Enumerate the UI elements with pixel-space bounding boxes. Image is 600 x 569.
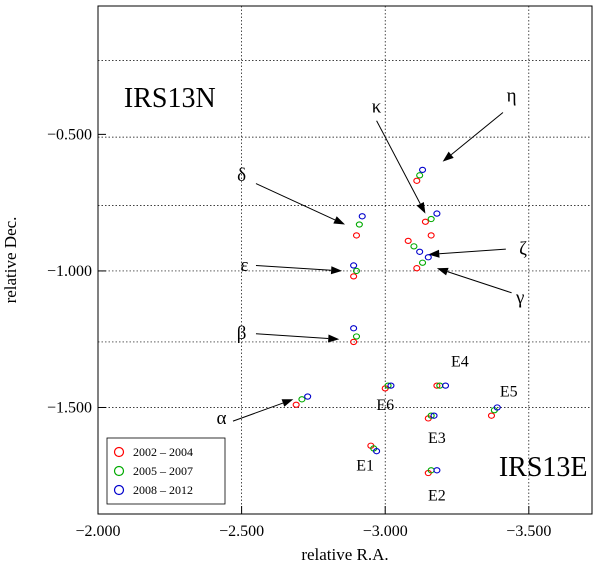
data-point [384, 382, 392, 389]
data-point [413, 177, 421, 184]
annotation-arrow-line [255, 183, 336, 221]
annotation-arrowhead [416, 201, 426, 214]
data-point [292, 401, 300, 408]
data-point [421, 218, 429, 225]
annotation-arrow-line [232, 402, 284, 422]
legend-marker [113, 465, 125, 477]
annotation-label: δ [237, 165, 246, 186]
y-axis-label: relative Dec. [1, 217, 20, 304]
data-point [352, 267, 361, 275]
legend-box [106, 437, 226, 505]
annotation-label: E1 [356, 457, 374, 474]
annotation-label: κ [372, 97, 382, 118]
annotation-arrowhead [428, 249, 440, 258]
data-point [427, 232, 435, 239]
plot-frame [97, 5, 593, 515]
data-point [413, 265, 421, 272]
y-tick-label: −1.000 [47, 263, 92, 280]
legend-marker [113, 484, 125, 496]
data-point [350, 325, 358, 332]
annotation-arrowhead [442, 151, 454, 162]
data-point [352, 333, 361, 340]
data-point [424, 254, 432, 261]
legend-label: 2008 – 2012 [133, 483, 193, 497]
annotation-arrow-line [450, 112, 504, 156]
annotation-arrowhead [330, 266, 343, 275]
data-point [441, 382, 450, 389]
data-point [350, 338, 358, 346]
annotation-label: E6 [376, 397, 394, 414]
annotation-label: α [217, 408, 227, 429]
data-point [487, 412, 496, 419]
data-point [433, 210, 441, 217]
annotation-arrow-line [376, 120, 421, 205]
annotation-label: IRS13E [499, 452, 588, 483]
data-point [493, 404, 501, 411]
data-point [387, 382, 395, 389]
data-point [416, 172, 424, 179]
annotation-arrowhead [281, 399, 294, 407]
annotation-label: ε [240, 255, 248, 276]
annotation-label: E2 [428, 487, 446, 504]
data-point [433, 467, 441, 474]
labels-layer: IRS13N IRS13E κ η δ ζ ε γ β α E4 E5 E6 E3 E1 E2 [124, 83, 588, 504]
annotation-arrowhead [333, 216, 345, 225]
y-tick-label: −1.500 [47, 399, 92, 416]
x-tick-label: −2.000 [75, 523, 120, 540]
data-point [418, 259, 427, 266]
data-point [427, 412, 435, 419]
data-point [404, 237, 412, 245]
data-point [355, 221, 363, 228]
arrows-layer [232, 112, 512, 422]
data-point [350, 262, 358, 269]
annotation-label: E3 [428, 430, 446, 447]
ticks-layer: −2.000 −2.500 −3.000 −3.500 −0.500 −1.000 −1.5… [47, 126, 551, 540]
legend: 2002 – 2004 2005 – 2007 2008 – 2012 [106, 437, 226, 505]
annotation-arrow-line [439, 248, 506, 255]
data-point [298, 396, 306, 403]
x-tick-label: −3.500 [506, 523, 551, 540]
data-point [373, 448, 381, 455]
annotation-label: β [237, 323, 247, 344]
data-point [418, 166, 427, 174]
annotation-label: E4 [451, 354, 469, 371]
annotation-label: ζ [519, 239, 527, 260]
annotation-arrow-line [255, 333, 329, 339]
legend-label: 2005 – 2007 [133, 464, 193, 478]
legend-label: 2002 – 2004 [133, 445, 193, 459]
data-point [427, 215, 435, 223]
y-tick-label: −0.500 [47, 126, 92, 143]
x-tick-label: −2.500 [219, 523, 264, 540]
annotation-arrowhead [436, 267, 449, 276]
annotation-label: IRS13N [124, 83, 216, 114]
grid-layer [98, 6, 592, 514]
data-point [350, 273, 358, 280]
annotation-label: E5 [500, 384, 518, 401]
annotation-arrowhead [328, 334, 340, 343]
data-point [430, 412, 438, 419]
x-axis-label: relative R.A. [301, 545, 388, 564]
annotation-label: γ [515, 288, 524, 309]
data-point [304, 393, 312, 400]
data-point [358, 213, 366, 220]
annotation-label: η [507, 86, 517, 107]
annotation-arrow-line [447, 271, 512, 294]
annotation-arrow-line [255, 264, 332, 271]
x-tick-label: −3.000 [363, 523, 408, 540]
data-point [433, 382, 441, 389]
points-layer [292, 166, 501, 477]
data-point [410, 243, 418, 250]
data-point [416, 248, 424, 255]
data-point [352, 232, 361, 239]
legend-marker [113, 446, 125, 458]
